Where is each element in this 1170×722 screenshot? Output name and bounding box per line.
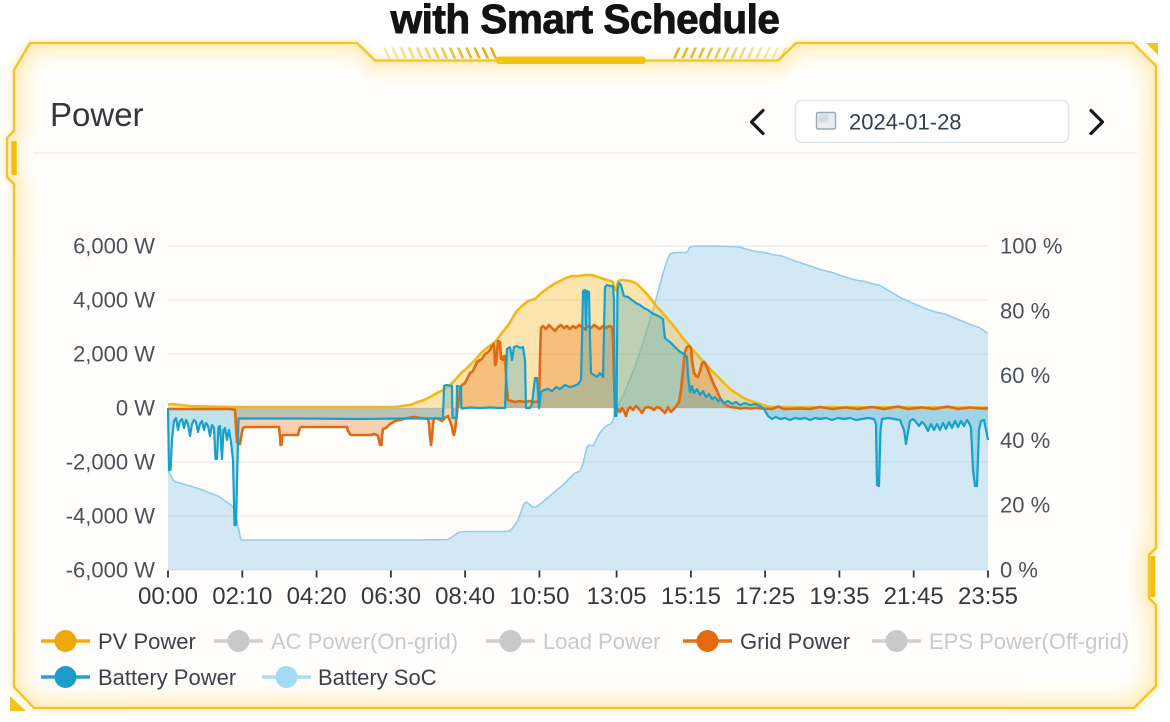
svg-text:-2,000 W: -2,000 W <box>66 450 155 475</box>
svg-text:EPS Power(Off-grid): EPS Power(Off-grid) <box>929 629 1129 654</box>
svg-text:2024-01-28: 2024-01-28 <box>849 110 962 135</box>
svg-text:Load Power: Load Power <box>543 629 660 654</box>
svg-text:Battery SoC: Battery SoC <box>318 665 437 690</box>
svg-text:AC Power(On-grid): AC Power(On-grid) <box>271 629 458 654</box>
svg-text:-6,000 W: -6,000 W <box>66 558 155 583</box>
svg-text:04:20: 04:20 <box>287 583 347 610</box>
svg-text:02:10: 02:10 <box>212 583 272 610</box>
svg-text:20 %: 20 % <box>1000 493 1050 518</box>
svg-text:0 W: 0 W <box>116 396 155 421</box>
svg-text:80 %: 80 % <box>1000 298 1050 323</box>
svg-text:21:45: 21:45 <box>884 583 944 610</box>
svg-text:60 %: 60 % <box>1000 363 1050 388</box>
svg-text:10:50: 10:50 <box>509 583 569 610</box>
svg-text:15:15: 15:15 <box>661 583 721 610</box>
svg-text:Battery Power: Battery Power <box>98 665 236 690</box>
svg-text:6,000 W: 6,000 W <box>73 234 155 259</box>
svg-text:PV Power: PV Power <box>98 629 196 654</box>
svg-text:-4,000 W: -4,000 W <box>66 504 155 529</box>
svg-text:23:55: 23:55 <box>958 583 1018 610</box>
svg-text:100 %: 100 % <box>1000 234 1062 259</box>
svg-text:13:05: 13:05 <box>587 583 647 610</box>
svg-text:06:30: 06:30 <box>361 583 421 610</box>
svg-text:40 %: 40 % <box>1000 428 1050 453</box>
svg-text:Grid Power: Grid Power <box>740 629 850 654</box>
svg-text:00:00: 00:00 <box>138 583 198 610</box>
svg-text:17:25: 17:25 <box>735 583 795 610</box>
svg-text:Power: Power <box>50 96 144 133</box>
svg-text:2,000 W: 2,000 W <box>73 342 155 367</box>
svg-text:08:40: 08:40 <box>435 583 495 610</box>
svg-text:0 %: 0 % <box>1000 558 1038 583</box>
svg-text:4,000 W: 4,000 W <box>73 288 155 313</box>
svg-text:19:35: 19:35 <box>809 583 869 610</box>
